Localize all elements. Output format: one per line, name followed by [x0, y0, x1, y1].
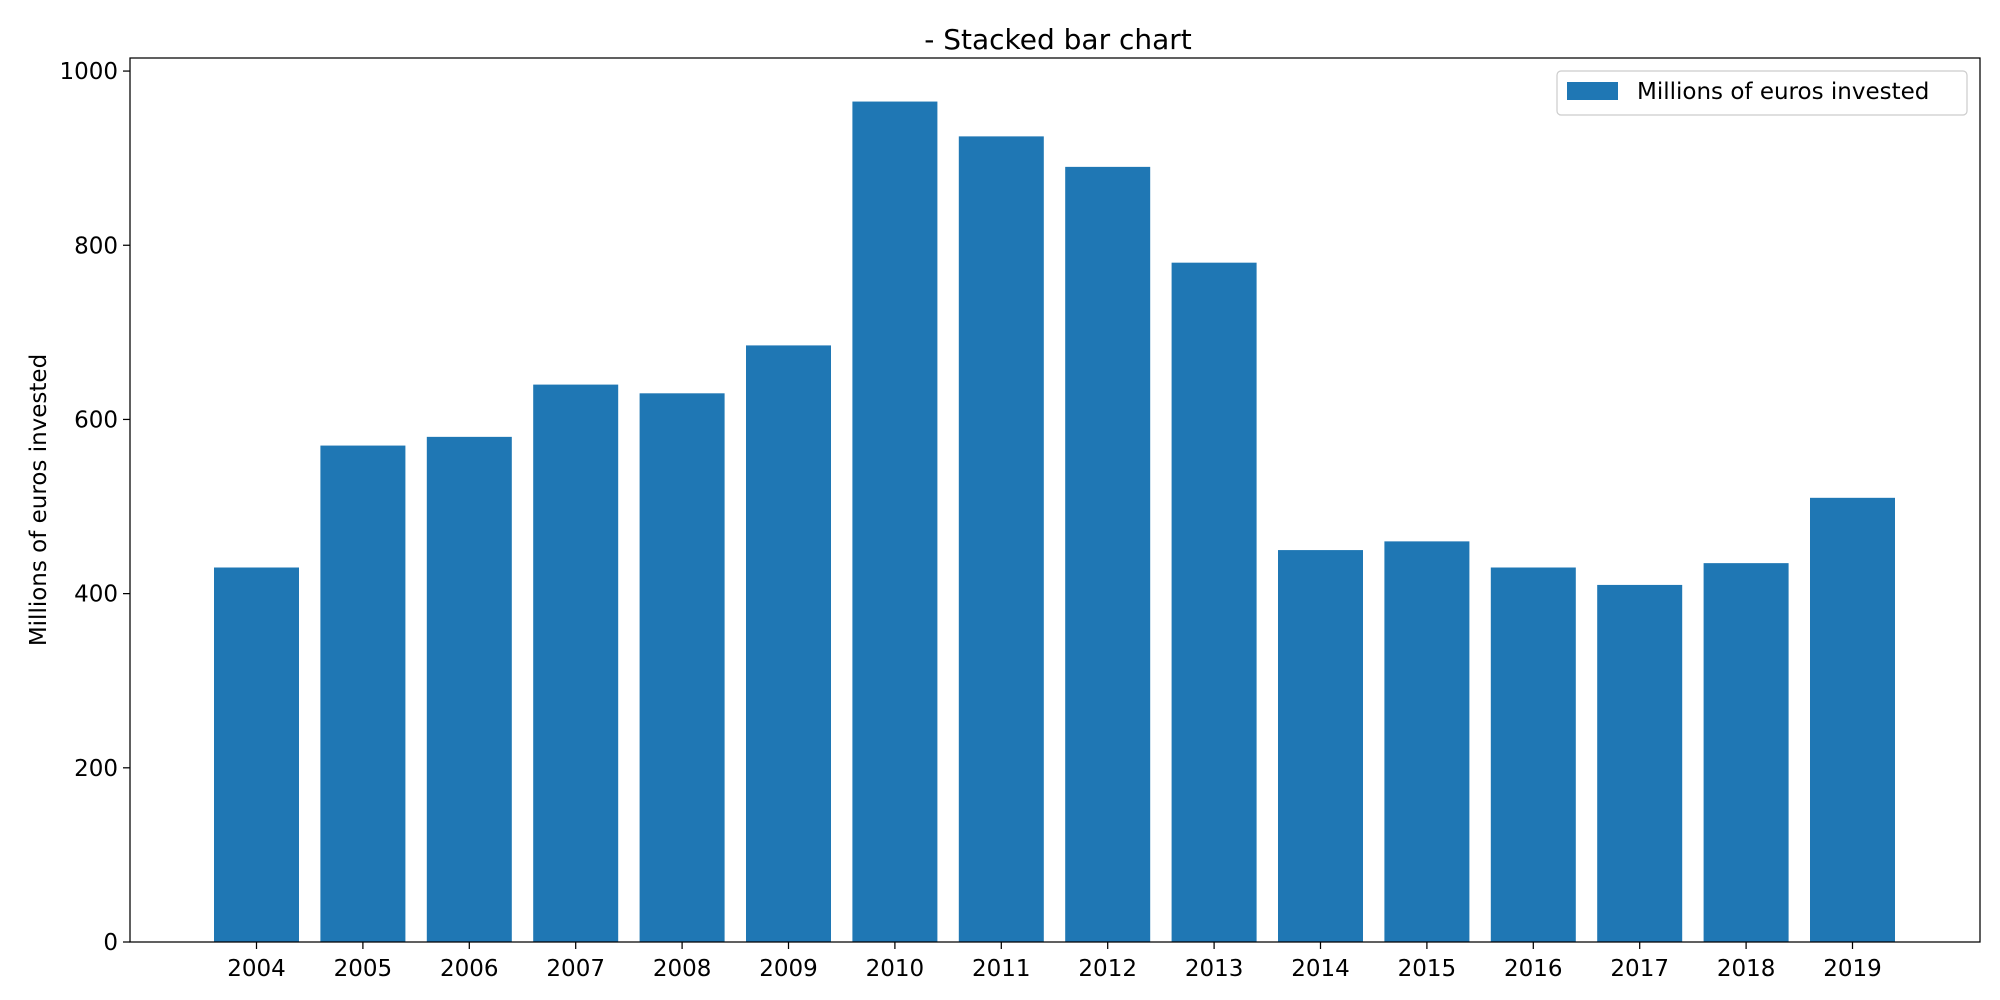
legend-swatch [1567, 82, 1618, 100]
y-tick-label-600: 600 [74, 407, 118, 433]
bar-2014 [1278, 550, 1363, 942]
bar-2005 [320, 445, 406, 942]
x-tick-label-2012: 2012 [1078, 956, 1137, 982]
bar-2018 [1703, 563, 1789, 942]
bar-2016 [1490, 567, 1576, 942]
bar-2015 [1384, 541, 1470, 942]
chart-title: - Stacked bar chart [924, 23, 1192, 56]
x-tick-label-2006: 2006 [440, 956, 499, 982]
x-tick-label-2013: 2013 [1185, 956, 1244, 982]
bar-2017 [1597, 584, 1683, 942]
x-tick-label-2004: 2004 [227, 956, 286, 982]
bar-2004 [214, 567, 299, 942]
legend-entry-label: Millions of euros invested [1637, 79, 1929, 105]
x-tick-label-2016: 2016 [1504, 956, 1563, 982]
legend: Millions of euros invested [1556, 70, 1968, 116]
x-tick-label-2005: 2005 [334, 956, 393, 982]
x-tick-label-2010: 2010 [866, 956, 925, 982]
y-axis-ticks: 0 200 400 600 800 1000 [59, 59, 130, 956]
bar-2007 [533, 384, 619, 943]
y-tick-label-1000: 1000 [59, 59, 118, 85]
legend-box [1556, 70, 1968, 116]
x-tick-label-2007: 2007 [546, 956, 605, 982]
y-tick-label-800: 800 [74, 233, 118, 259]
bar-2008 [639, 393, 725, 942]
x-tick-label-2018: 2018 [1717, 956, 1776, 982]
bars-group [214, 101, 1895, 943]
bar-2012 [1065, 166, 1151, 942]
bar-2010 [852, 101, 938, 943]
x-tick-label-2008: 2008 [653, 956, 712, 982]
x-tick-label-2014: 2014 [1291, 956, 1350, 982]
y-tick-label-400: 400 [74, 582, 118, 608]
plot-frame [129, 57, 1981, 943]
x-tick-label-2015: 2015 [1398, 956, 1457, 982]
y-axis-label: Millions of euros invested [26, 354, 52, 646]
y-tick-label-0: 0 [103, 930, 118, 956]
x-axis-ticks: 2004 2005 2006 2007 2008 2009 2010 2011 2012 2013… [227, 942, 1882, 982]
bar-2011 [958, 136, 1044, 942]
x-tick-label-2017: 2017 [1610, 956, 1669, 982]
bar-2013 [1171, 262, 1257, 942]
bar-2006 [426, 436, 512, 942]
x-tick-label-2011: 2011 [972, 956, 1031, 982]
y-tick-label-200: 200 [74, 756, 118, 782]
bar-2019 [1810, 497, 1895, 942]
x-tick-label-2019: 2019 [1823, 956, 1882, 982]
bar-2009 [746, 345, 831, 942]
x-tick-label-2009: 2009 [759, 956, 818, 982]
